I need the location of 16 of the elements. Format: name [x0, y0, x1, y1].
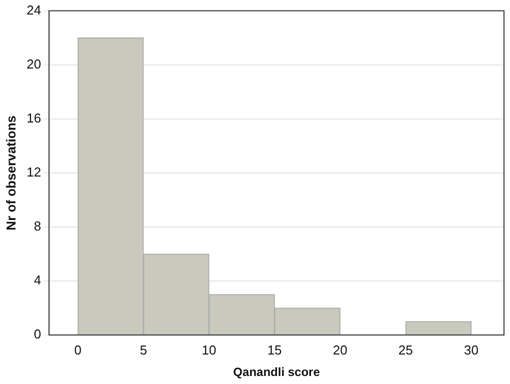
x-tick-label: 20: [332, 342, 348, 358]
y-tick-label: 20: [26, 56, 42, 72]
x-axis-title: Qanandli score: [233, 365, 320, 380]
x-tick-label: 25: [398, 342, 413, 358]
x-tick-label: 10: [202, 342, 216, 358]
y-tick-label: 0: [34, 326, 42, 342]
y-axis-title: Nr of observations: [3, 115, 18, 230]
y-tick-label: 12: [26, 164, 42, 180]
y-tick-label: 24: [26, 2, 42, 18]
y-tick-label: 8: [34, 218, 42, 234]
y-tick-label: 4: [34, 272, 42, 288]
x-tick-label: 5: [140, 342, 148, 358]
y-tick-label: 16: [26, 110, 42, 126]
x-tick-label: 30: [464, 342, 478, 358]
x-tick-label: 15: [267, 342, 282, 358]
x-tick-label: 0: [74, 342, 82, 358]
